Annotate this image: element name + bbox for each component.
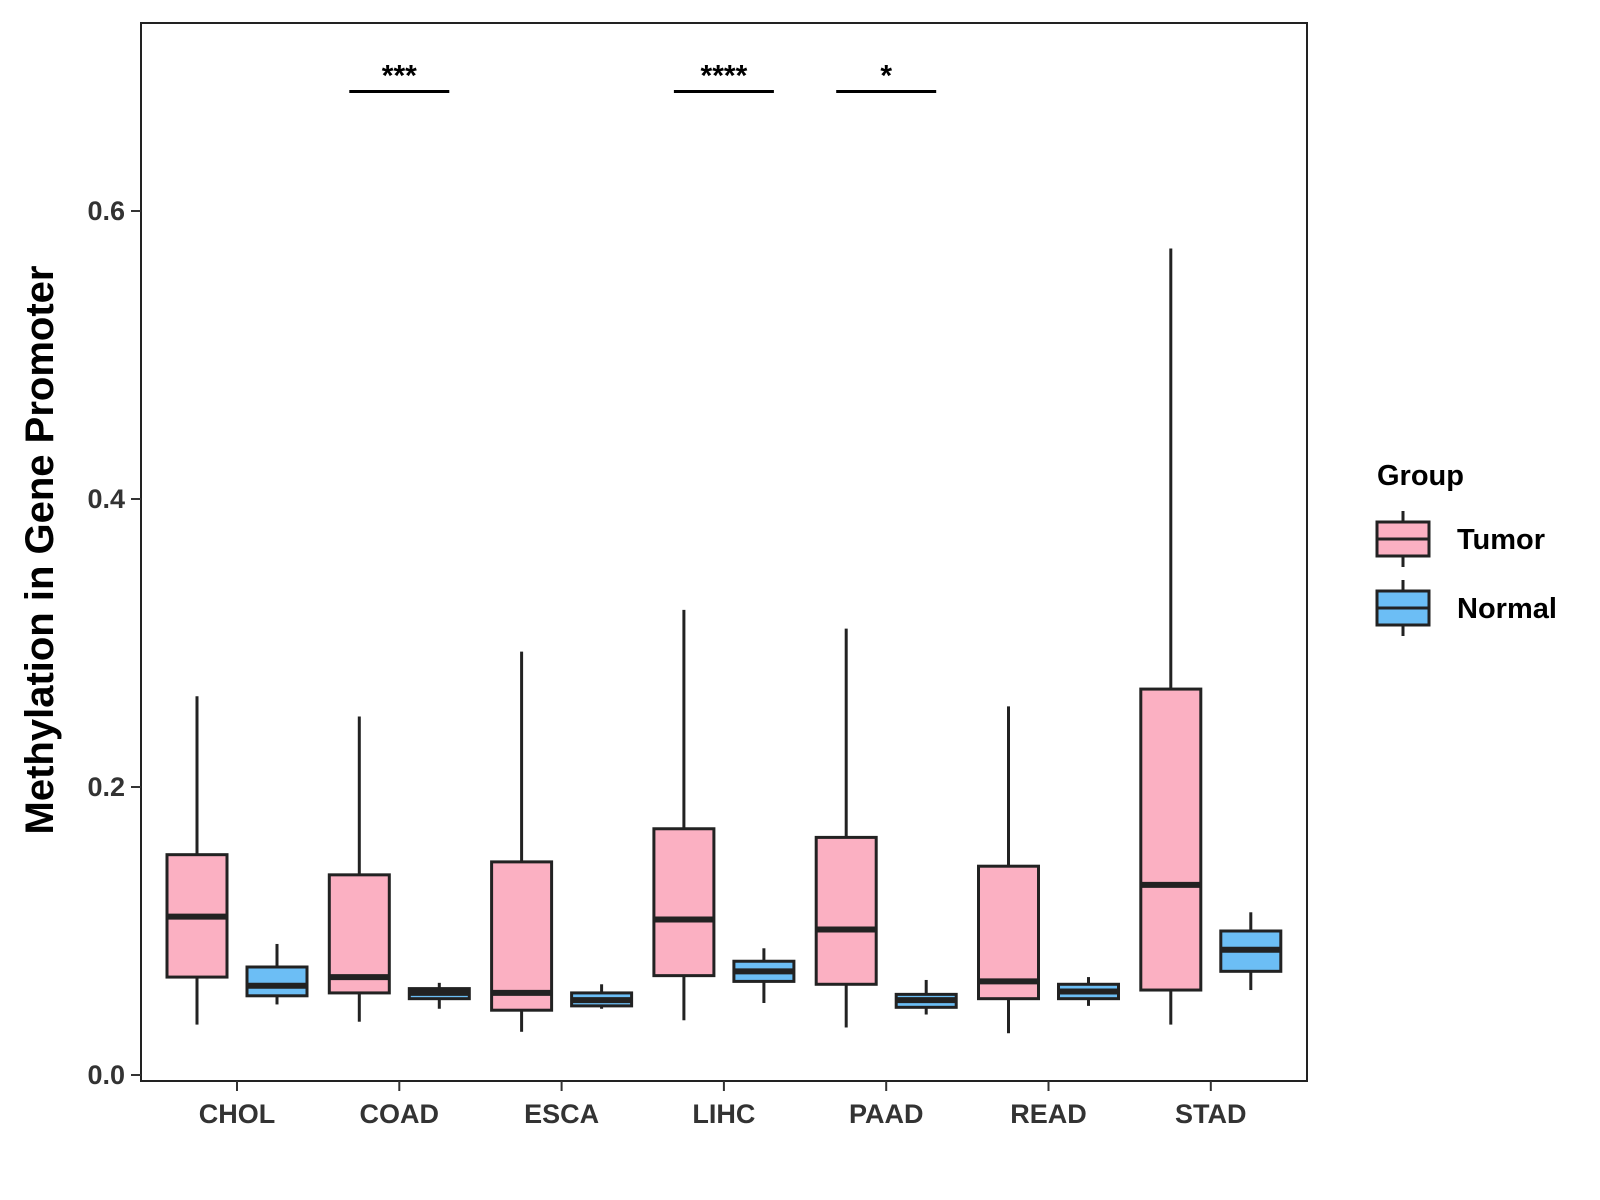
significance-label: * [880, 59, 892, 92]
significance-label: *** [382, 59, 417, 92]
legend: Group Tumor Normal [1375, 460, 1557, 636]
box-iqr [1139, 687, 1203, 992]
box-tumor-chol [165, 696, 229, 1025]
y-tick-label: 0.2 [87, 772, 125, 802]
legend-label: Tumor [1457, 524, 1545, 556]
x-tick-label-paad: PAAD [849, 1099, 924, 1129]
box-normal-coad [407, 982, 471, 1009]
significance-label: **** [701, 59, 748, 92]
box-iqr [327, 873, 391, 995]
box-tumor-lihc [652, 609, 716, 1021]
box-normal-chol [245, 943, 309, 1005]
box-tumor-read [977, 706, 1040, 1034]
x-tick-label-stad: STAD [1175, 1099, 1247, 1129]
box-normal-stad [1219, 912, 1283, 991]
box-tumor-paad [814, 628, 878, 1028]
x-axis: CHOL COAD ESCA LIHC PAAD READ STAD [199, 1081, 1247, 1129]
y-tick-label: 0.4 [87, 484, 125, 514]
box-tumor-esca [490, 651, 554, 1032]
x-tick-label-esca: ESCA [524, 1099, 599, 1129]
box-iqr [977, 864, 1040, 1001]
plot-panel-border [140, 22, 1308, 1082]
y-axis: 0.0 0.2 0.4 0.6 [87, 196, 141, 1090]
box-tumor-coad [327, 716, 391, 1022]
boxes-layer [165, 248, 1283, 1034]
significance-annotations: *** **** * [349, 59, 937, 93]
x-tick-label-coad: COAD [360, 1099, 440, 1129]
legend-item-tumor: Tumor [1375, 511, 1545, 567]
box-normal-esca [570, 984, 634, 1009]
box-tumor-stad [1139, 248, 1203, 1025]
box-normal-paad [894, 979, 958, 1015]
box-normal-lihc [732, 948, 796, 1003]
x-tick-label-lihc: LIHC [692, 1099, 755, 1129]
box-iqr [814, 835, 878, 986]
legend-label: Normal [1457, 593, 1557, 625]
y-tick-label: 0.6 [87, 196, 125, 226]
x-tick-label-chol: CHOL [199, 1099, 276, 1129]
box-normal-read [1057, 977, 1120, 1006]
plot-panel-layer [140, 22, 1308, 1082]
y-tick-label: 0.0 [87, 1060, 125, 1090]
box-iqr [652, 827, 716, 978]
y-axis-title: Methylation in Gene Promoter [18, 266, 62, 835]
x-tick-label-read: READ [1010, 1099, 1087, 1129]
legend-title: Group [1377, 460, 1464, 492]
legend-item-normal: Normal [1375, 580, 1557, 636]
box-iqr [245, 965, 309, 998]
box-iqr [490, 860, 554, 1012]
